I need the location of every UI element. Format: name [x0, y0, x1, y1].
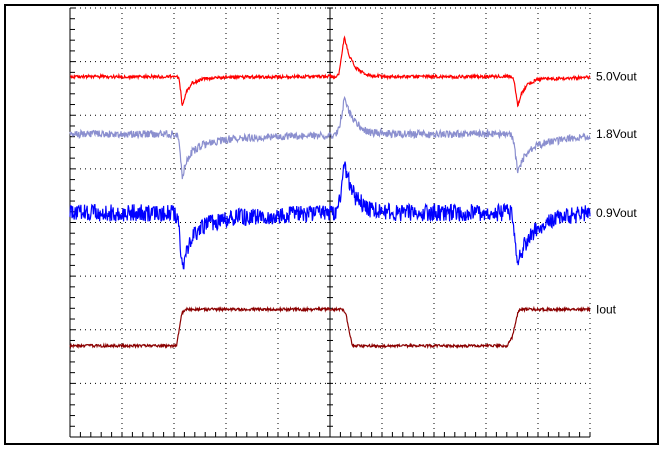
trace-1-8vout [69, 95, 591, 180]
trace-labels: 5.0Vout 1.8Vout 0.9Vout Iout [596, 70, 637, 317]
trace-label: Iout [596, 302, 617, 316]
trace-label: 0.9Vout [596, 206, 637, 220]
trace-label: 1.8Vout [596, 127, 637, 141]
graticule [69, 7, 591, 438]
trace-5-0vout [69, 35, 591, 108]
trace-label: 5.0Vout [596, 70, 637, 84]
trace-iout [69, 305, 591, 350]
trace-0-9vout [69, 161, 591, 270]
scope-frame: 5.0Vout 1.8Vout 0.9Vout Iout [4, 4, 659, 445]
oscilloscope-chart: 5.0Vout 1.8Vout 0.9Vout Iout [69, 7, 637, 438]
trace-group [69, 35, 591, 350]
